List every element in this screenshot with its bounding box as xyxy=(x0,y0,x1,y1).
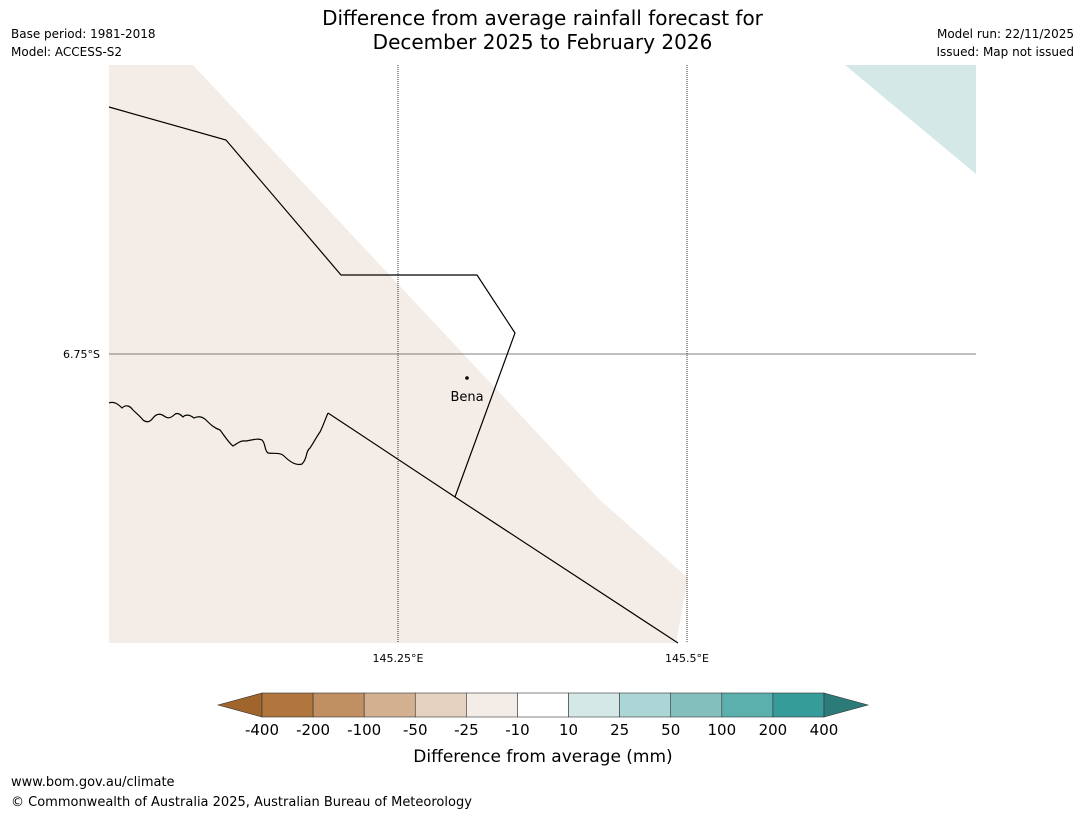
footer-copyright: © Commonwealth of Australia 2025, Austra… xyxy=(11,795,472,810)
meta-left: Base period: 1981-2018 Model: ACCESS-S2 xyxy=(11,25,156,61)
colorbar-cell xyxy=(517,692,569,718)
colorbar-cell xyxy=(721,692,774,718)
district-boundary-north xyxy=(108,106,516,498)
footer-url[interactable]: www.bom.gov.au/climate xyxy=(11,775,175,790)
colorbar-cell xyxy=(772,692,825,718)
colorbar-tick-label: -25 xyxy=(454,721,479,739)
colorbar-tick-label: 100 xyxy=(707,721,736,739)
legend-title: Difference from average (mm) xyxy=(413,747,672,767)
colorbar-cell xyxy=(312,692,365,718)
lon-label-145-5: 145.5°E xyxy=(665,652,709,665)
map-canvas[interactable]: Bena 6.75°S 145.25°E 145.5°E xyxy=(0,0,1085,700)
colorbar-cell xyxy=(619,692,672,718)
place-marker-bena[interactable] xyxy=(465,376,469,380)
colorbar-tick-label: -200 xyxy=(296,721,330,739)
colorbar-tick-label: -100 xyxy=(347,721,381,739)
lon-label-145-25: 145.25°E xyxy=(373,652,424,665)
lat-label: 6.75°S xyxy=(63,348,100,361)
base-period: Base period: 1981-2018 xyxy=(11,27,156,41)
place-label-bena: Bena xyxy=(450,390,483,405)
map-title-line1: Difference from average rainfall forecas… xyxy=(322,6,763,30)
region-above-average-light xyxy=(845,65,976,174)
colorbar-cell xyxy=(414,692,467,718)
colorbar-extend-low xyxy=(216,692,263,718)
colorbar-tick-label: 50 xyxy=(661,721,680,739)
map-title: Difference from average rainfall forecas… xyxy=(0,6,1085,54)
colorbar-tick-label: 200 xyxy=(759,721,788,739)
model-name: Model: ACCESS-S2 xyxy=(11,45,123,59)
river-boundary xyxy=(108,401,329,466)
colorbar-cell xyxy=(568,692,620,718)
colorbar-tick-label: -10 xyxy=(505,721,530,739)
colorbar-extend-high xyxy=(823,692,870,718)
colorbar-cell xyxy=(670,692,723,718)
model-run: Model run: 22/11/2025 xyxy=(936,27,1074,41)
colorbar-tick-label: -50 xyxy=(403,721,428,739)
map-title-line2: December 2025 to February 2026 xyxy=(372,30,713,54)
meta-right: Model run: 22/11/2025 Issued: Map not is… xyxy=(936,25,1074,61)
issued-status: Issued: Map not issued xyxy=(936,45,1074,59)
legend-colorbar: -400 -200 -100 -50 -25 -10 10 25 50 100 200 400 Dif… xyxy=(216,692,870,767)
colorbar-cell xyxy=(466,692,518,718)
colorbar-tick-label: 400 xyxy=(810,721,839,739)
colorbar-tick-label: -400 xyxy=(245,721,279,739)
colorbar-cell xyxy=(363,692,416,718)
colorbar-tick-label: 25 xyxy=(610,721,629,739)
district-boundary-south xyxy=(327,412,679,644)
colorbar-cell xyxy=(261,692,314,718)
colorbar-tick-label: 10 xyxy=(559,721,578,739)
